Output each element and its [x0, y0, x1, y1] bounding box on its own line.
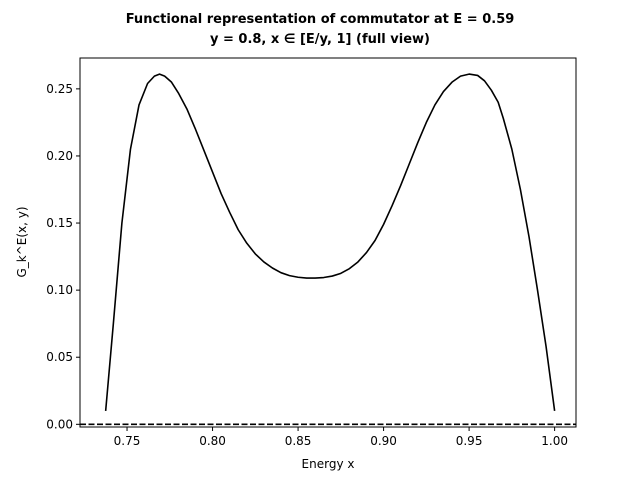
chart-title-line2: y = 0.8, x ∈ [E/y, 1] (full view)	[210, 32, 430, 47]
x-axis-label: Energy x	[302, 457, 355, 471]
y-tick-label: 0.10	[46, 283, 73, 297]
series-line-0	[104, 73, 556, 412]
x-tick-label: 0.85	[285, 434, 312, 448]
plot-area	[80, 73, 576, 426]
chart-title-line1: Functional representation of commutator …	[126, 12, 515, 27]
x-tick-label: 0.80	[199, 434, 226, 448]
x-tick-label: 0.90	[370, 434, 397, 448]
y-tick-label: 0.25	[46, 82, 73, 96]
y-tick-label: 0.20	[46, 149, 73, 163]
y-axis-label: G_k^E(x, y)	[15, 206, 29, 277]
x-tick-label: 0.95	[456, 434, 483, 448]
plot-frame	[79, 57, 577, 428]
y-tick-label: 0.05	[46, 350, 73, 364]
x-tick-label: 0.75	[114, 434, 141, 448]
y-tick-label: 0.00	[46, 417, 73, 431]
x-tick-label: 1.00	[541, 434, 568, 448]
y-tick-label: 0.15	[46, 216, 73, 230]
axis-ticks: 0.75 0.80 0.85 0.90 0.95 1.00 0.00 0.05 0.10 0.15…	[46, 82, 568, 448]
